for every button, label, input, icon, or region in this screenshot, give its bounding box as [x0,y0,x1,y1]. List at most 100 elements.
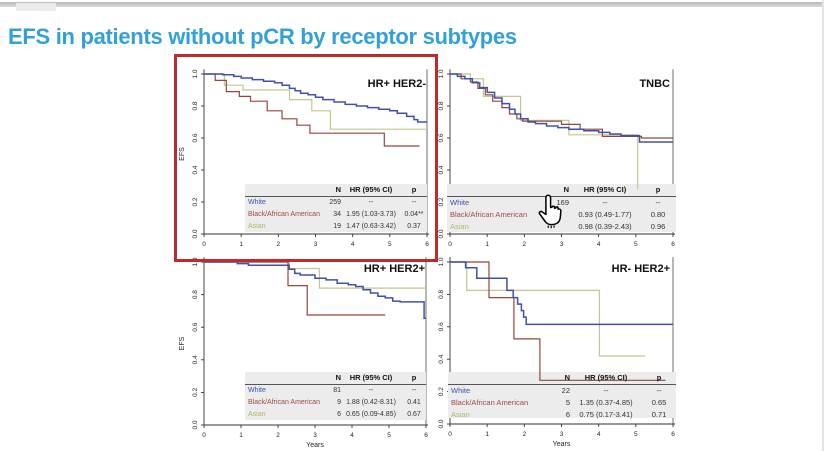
p-value: -- [411,387,417,394]
p-value: -- [655,198,661,207]
x-tick-label: 6 [425,241,429,248]
col-header-p: p [411,373,417,382]
hr-value: -- [368,199,374,206]
screen-edge [822,0,824,451]
x-tick-label: 5 [634,241,638,248]
p-value: 0.71 [651,410,667,419]
col-header-p: p [655,185,661,194]
y-tick-label: 0.8 [438,290,445,299]
p-value: 0.96 [650,222,666,231]
y-tick-label: 0.4 [192,355,199,364]
x-tick-label: 1 [239,432,243,439]
legend-table-background [448,372,676,418]
y-tick-label: 0.6 [438,133,445,142]
panel-title-tnbc: TNBC [639,78,670,90]
series-label: Black/African American [450,210,528,219]
series-label: White [248,387,266,394]
hr-value: -- [368,387,374,394]
table-header-row: N HR (95% CI) p [245,184,427,197]
y-tick-label: 0.0 [192,229,199,238]
y-tick-label: 0.2 [192,197,199,206]
x-tick-label: 1 [485,241,489,248]
x-tick-label: 0 [202,432,206,439]
table-row: Black/African American 5 1.35 (0.37-4.85… [448,397,676,409]
series-label: White [451,386,471,395]
col-header-n: N [335,185,341,194]
y-tick-label: 0.2 [438,387,445,396]
y-tick-label: 0.0 [192,420,199,429]
km-curve-white [204,73,427,123]
series-label: Asian [451,410,470,419]
table-row: Black/African American 34 1.95 (1.03-3.7… [245,209,427,221]
y-tick-label: 1.0 [438,69,445,78]
page-title: EFS in patients without pCR by receptor … [8,24,517,49]
series-label: Black/African American [248,211,320,218]
col-header-p: p [656,373,662,382]
table-row: Asian 19 1.47 (0.63-3.42) 0.37 [245,221,427,233]
col-header-n: N [563,185,569,194]
col-header-hr: HR (95% CI) [349,185,393,194]
x-tick-label: 6 [424,432,428,439]
p-value: 0.41 [407,399,421,406]
hr-value: 1.95 (1.03-3.73) [346,211,396,218]
p-value: -- [411,199,417,206]
hr-value: -- [602,198,608,207]
x-tick-label: 2 [276,432,280,439]
y-tick-label: 0.8 [192,290,199,299]
n-value: 22 [561,386,570,395]
y-tick-label: 0.6 [438,322,445,331]
series-label: White [248,199,266,206]
table-row: White 169 -- -- [447,197,676,209]
table-row: White 259 -- -- [245,197,427,209]
series-label: White [450,198,470,207]
y-tick-label: 1.0 [438,257,445,266]
x-tick-label: 1 [485,431,489,438]
km-curve-black-african-american [450,261,666,381]
n-value: 6 [565,410,570,419]
p-value: 0.37 [407,223,421,230]
y-tick-label: 0.0 [438,229,445,238]
n-value: 9 [337,399,341,406]
x-tick-label: 4 [597,431,601,438]
km-table: N HR (95% CI) p White 169 -- -- Black/Af… [447,184,676,233]
highlight-border [174,54,438,262]
panel-title-hr-pos-her2-pos: HR+ HER2+ [363,263,425,275]
n-value: 19 [333,223,341,230]
x-tick-label: 4 [351,241,355,248]
x-tick-label: 2 [523,431,527,438]
n-value: 5 [565,398,570,407]
n-value: 34 [333,211,341,218]
series-label: Black/African American [248,399,320,406]
km-curve-black-african-american [450,73,673,139]
y-tick-label: 0.6 [192,322,199,331]
hr-value: 0.98 (0.39-2.43) [578,222,632,231]
panel-title-hr-neg-her2-pos: HR- HER2+ [611,263,670,275]
col-header-hr: HR (95% CI) [583,185,627,194]
y-tick-label: 0.8 [438,101,445,110]
km-table: N HR (95% CI) p White 259 -- -- Black/Af… [245,184,427,233]
col-header-hr: HR (95% CI) [349,373,393,382]
km-table: N HR (95% CI) p White 22 -- -- Black/Afr… [448,372,676,421]
table-row: Asian 6 0.65 (0.09-4.85) 0.67 [245,409,426,421]
window-chrome-bar [0,2,824,7]
hr-value: 0.65 (0.09-4.85) [346,411,396,418]
table-row: Black/African American 9 1.88 (0.42-8.31… [245,397,426,409]
x-tick-label: 5 [387,432,391,439]
km-table: N HR (95% CI) p White 81 -- -- Black/Afr… [245,372,426,421]
series-label: Asian [248,223,266,230]
p-value: 0.04** [404,211,424,218]
x-tick-label: 4 [350,432,354,439]
table-row: Asian 6 0.75 (0.17-3.41) 0.71 [448,409,676,421]
table-header-row: N HR (95% CI) p [448,372,676,385]
n-value: 169 [556,198,569,207]
col-header-n: N [564,373,570,382]
col-header-n: N [335,373,341,382]
hr-value: 1.47 (0.63-3.42) [346,223,396,230]
km-curve-black-african-american [204,261,386,316]
x-tick-label: 0 [202,241,206,248]
col-header-p: p [411,185,417,194]
hr-value: -- [603,386,609,395]
x-tick-label: 1 [239,241,243,248]
